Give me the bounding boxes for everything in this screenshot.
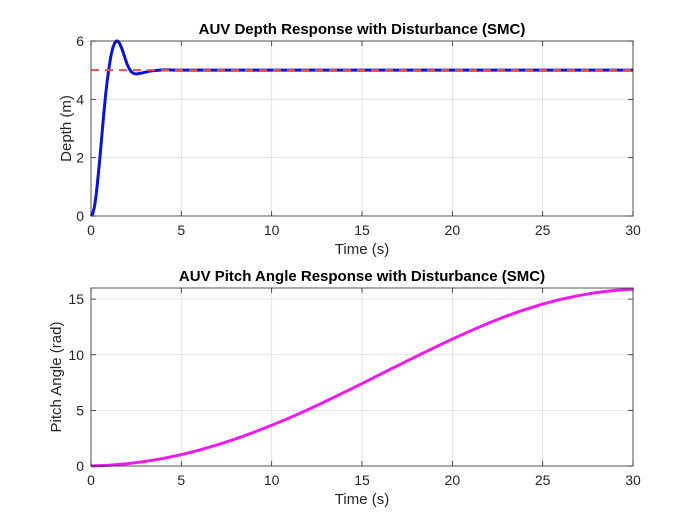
- pitch-x-tick-label: 0: [87, 472, 95, 488]
- depth-x-tick-label: 15: [354, 222, 370, 238]
- depth-x-axis-label: Time (s): [335, 241, 389, 258]
- depth-x-tick-label: 5: [177, 222, 185, 238]
- pitch-y-tick-label: 15: [68, 291, 84, 307]
- depth-ticks: 0 5 10 15 20 25 30 0 2 4 6: [76, 33, 641, 238]
- pitch-plot: 0 5 10 15 20 25 30 0 5 10 15 AUV Pitch Angle Respo…: [48, 268, 641, 508]
- pitch-y-tick-label: 0: [76, 458, 84, 474]
- pitch-chart-title: AUV Pitch Angle Response with Disturbanc…: [179, 268, 545, 285]
- pitch-x-tick-label: 10: [264, 472, 280, 488]
- pitch-ticks: 0 5 10 15 20 25 30 0 5 10 15: [68, 288, 641, 488]
- pitch-grid: [91, 288, 633, 466]
- depth-y-tick-label: 2: [76, 150, 84, 166]
- pitch-x-tick-label: 5: [177, 472, 185, 488]
- pitch-x-tick-label: 20: [445, 472, 461, 488]
- pitch-x-axis-label: Time (s): [335, 491, 389, 508]
- depth-x-tick-label: 10: [264, 222, 280, 238]
- pitch-x-tick-label: 25: [535, 472, 551, 488]
- pitch-x-tick-label: 15: [354, 472, 370, 488]
- depth-x-tick-label: 25: [535, 222, 551, 238]
- depth-plot: 0 5 10 15 20 25 30 0 2 4 6 AUV Depth Response with…: [58, 21, 641, 258]
- depth-x-tick-label: 0: [87, 222, 95, 238]
- pitch-response-line: [90, 287, 634, 468]
- depth-x-tick-label: 20: [445, 222, 461, 238]
- pitch-y-tick-label: 10: [68, 347, 84, 363]
- depth-x-tick-label: 30: [625, 222, 641, 238]
- pitch-x-tick-label: 30: [625, 472, 641, 488]
- depth-y-tick-label: 6: [76, 33, 84, 49]
- pitch-y-tick-label: 5: [76, 402, 84, 418]
- pitch-series-layer: [90, 287, 634, 468]
- pitch-y-axis-label: Pitch Angle (rad): [48, 322, 65, 433]
- depth-chart-title: AUV Depth Response with Disturbance (SMC…: [199, 21, 526, 38]
- depth-y-tick-label: 0: [76, 208, 84, 224]
- depth-y-axis-label: Depth (m): [58, 95, 75, 162]
- depth-series-layer: [89, 39, 633, 217]
- depth-y-tick-label: 4: [76, 91, 84, 107]
